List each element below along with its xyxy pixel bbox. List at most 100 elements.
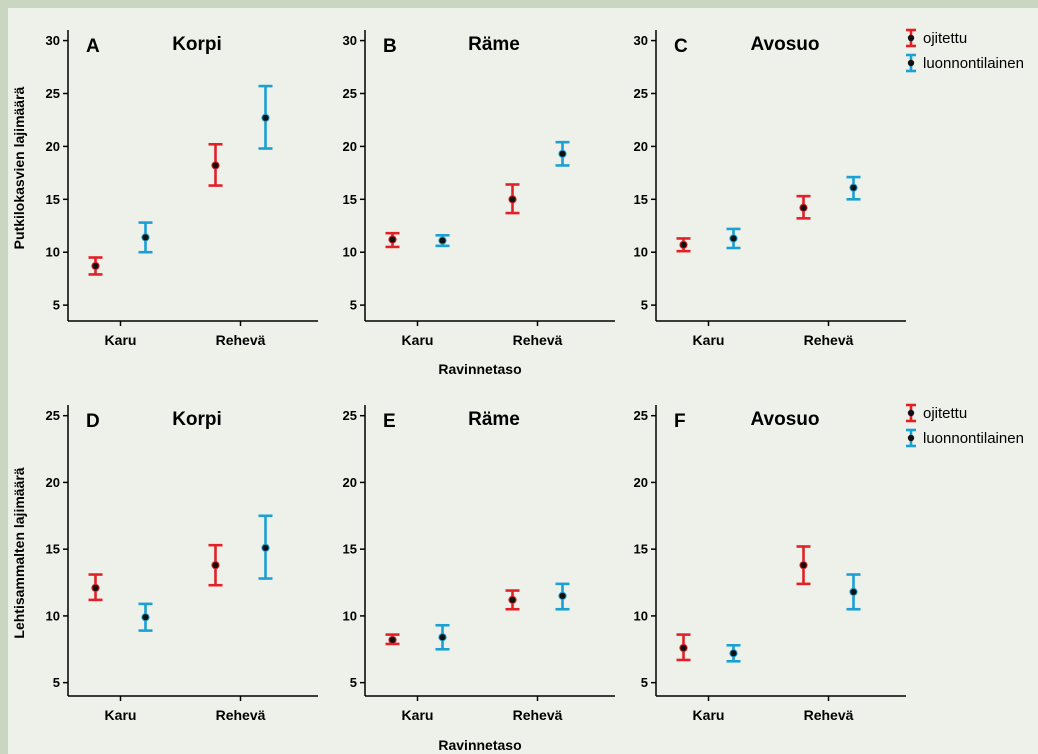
data-point [558,591,567,600]
x-tick-label: Karu [402,707,434,723]
data-point [679,240,688,249]
data-point [388,635,397,645]
errorbar-luonnontilainen-karu [138,602,153,632]
x-tick-label: Karu [105,707,137,723]
panel-b: 5 10 15 20 25 30 Karu Rehevä B Räme [343,30,615,348]
data-point [261,113,270,122]
errorbar-ojitettu-rehevä [796,194,811,220]
data-point [261,543,270,552]
y-tick-label: 5 [641,675,648,690]
y-tick-label: 20 [634,475,648,490]
x-tick-label: Rehevä [804,332,854,348]
y-tick-label: 10 [634,608,648,623]
data-point [141,233,150,242]
data-point [438,633,447,642]
y-tick-label: 5 [350,675,357,690]
figure: Putkilokasvien lajimäärä Lehtisammalten … [8,8,1038,754]
panel-letter: A [86,36,100,57]
panel-letter: D [86,411,100,432]
errorbar-ojitettu-karu [88,573,103,602]
data-point [849,183,858,192]
data-point [91,583,100,592]
legend-label: ojitettu [923,30,967,47]
y-tick-label: 10 [343,245,357,260]
data-point [729,649,738,658]
y-tick-label: 5 [53,298,60,313]
data-point [141,613,150,622]
y-tick-label: 5 [53,675,60,690]
legend-swatch-point [907,409,915,417]
panel-letter: C [674,36,688,57]
data-point [388,235,397,244]
errorbar-luonnontilainen-karu [435,233,450,248]
panel-f: 5 10 15 20 25 Karu Rehevä F Avosuo [634,405,906,723]
chart-figure: Putkilokasvien lajimäärä Lehtisammalten … [11,28,1024,753]
y-tick-label: 15 [343,192,357,207]
y-tick-label: 30 [46,33,60,48]
errorbar-luonnontilainen-rehevä [555,140,570,167]
errorbar-ojitettu-rehevä [208,142,223,187]
y-tick-label: 5 [641,298,648,313]
panel-title: Avosuo [751,34,820,55]
data-point [508,595,517,604]
panel-letter: F [674,411,686,432]
legend-item-luonnontilainen: luonnontilainen [906,53,1024,73]
x-tick-label: Karu [693,332,725,348]
y-tick-label: 10 [634,245,648,260]
panel-title: Räme [468,409,520,430]
y-tick-label: 25 [634,86,648,101]
y-tick-label: 20 [343,475,357,490]
y-tick-label: 25 [634,408,648,423]
y-axis-title-top: Putkilokasvien lajimäärä [11,86,27,249]
data-point [729,234,738,243]
legend-label: luonnontilainen [923,430,1024,447]
data-point [679,643,688,653]
y-tick-label: 25 [46,408,60,423]
errorbar-ojitettu-karu [88,256,103,276]
errorbar-luonnontilainen-rehevä [555,582,570,611]
errorbar-luonnontilainen-rehevä [258,514,273,580]
x-tick-label: Rehevä [513,707,563,723]
x-tick-label: Rehevä [216,707,266,723]
y-tick-label: 20 [343,139,357,154]
legend-label: ojitettu [923,405,967,422]
errorbar-ojitettu-rehevä [208,543,223,587]
y-tick-label: 5 [350,298,357,313]
data-point [849,587,858,596]
errorbar-luonnontilainen-rehevä [258,84,273,150]
legend-swatch-point [907,34,915,42]
y-tick-label: 25 [343,408,357,423]
y-tick-label: 30 [634,33,648,48]
panel-letter: E [383,411,396,432]
legend-item-ojitettu: ojitettu [906,28,967,48]
legend-swatch-point [907,434,915,442]
errorbar-luonnontilainen-rehevä [846,573,861,611]
data-point [211,161,220,170]
data-point [799,561,808,570]
legend-top: ojitettu luonnontilainen [906,28,1024,73]
y-tick-label: 20 [46,139,60,154]
panel-letter: B [383,36,397,57]
data-point [558,149,567,158]
errorbar-luonnontilainen-karu [726,227,741,250]
y-axis-title-bottom: Lehtisammalten lajimäärä [11,467,27,638]
legend-label: luonnontilainen [923,55,1024,72]
y-tick-label: 30 [343,33,357,48]
y-tick-label: 15 [343,542,357,557]
panel-title: Korpi [172,34,222,55]
y-tick-label: 20 [46,475,60,490]
errorbar-luonnontilainen-karu [138,221,153,254]
errorbar-ojitettu-rehevä [796,545,811,586]
data-point [438,236,447,245]
errorbar-luonnontilainen-rehevä [846,175,861,201]
y-tick-label: 10 [343,608,357,623]
errorbar-ojitettu-rehevä [505,183,520,215]
panel-title: Räme [468,34,520,55]
errorbar-ojitettu-karu [676,633,691,662]
panel-e: 5 10 15 20 25 Karu Rehevä E Räme [343,405,615,723]
x-tick-label: Rehevä [804,707,854,723]
x-axis-title-top: Ravinnetaso [438,361,521,377]
legend-item-luonnontilainen: luonnontilainen [906,428,1024,448]
errorbar-ojitettu-karu [385,231,400,249]
data-point [211,561,220,570]
